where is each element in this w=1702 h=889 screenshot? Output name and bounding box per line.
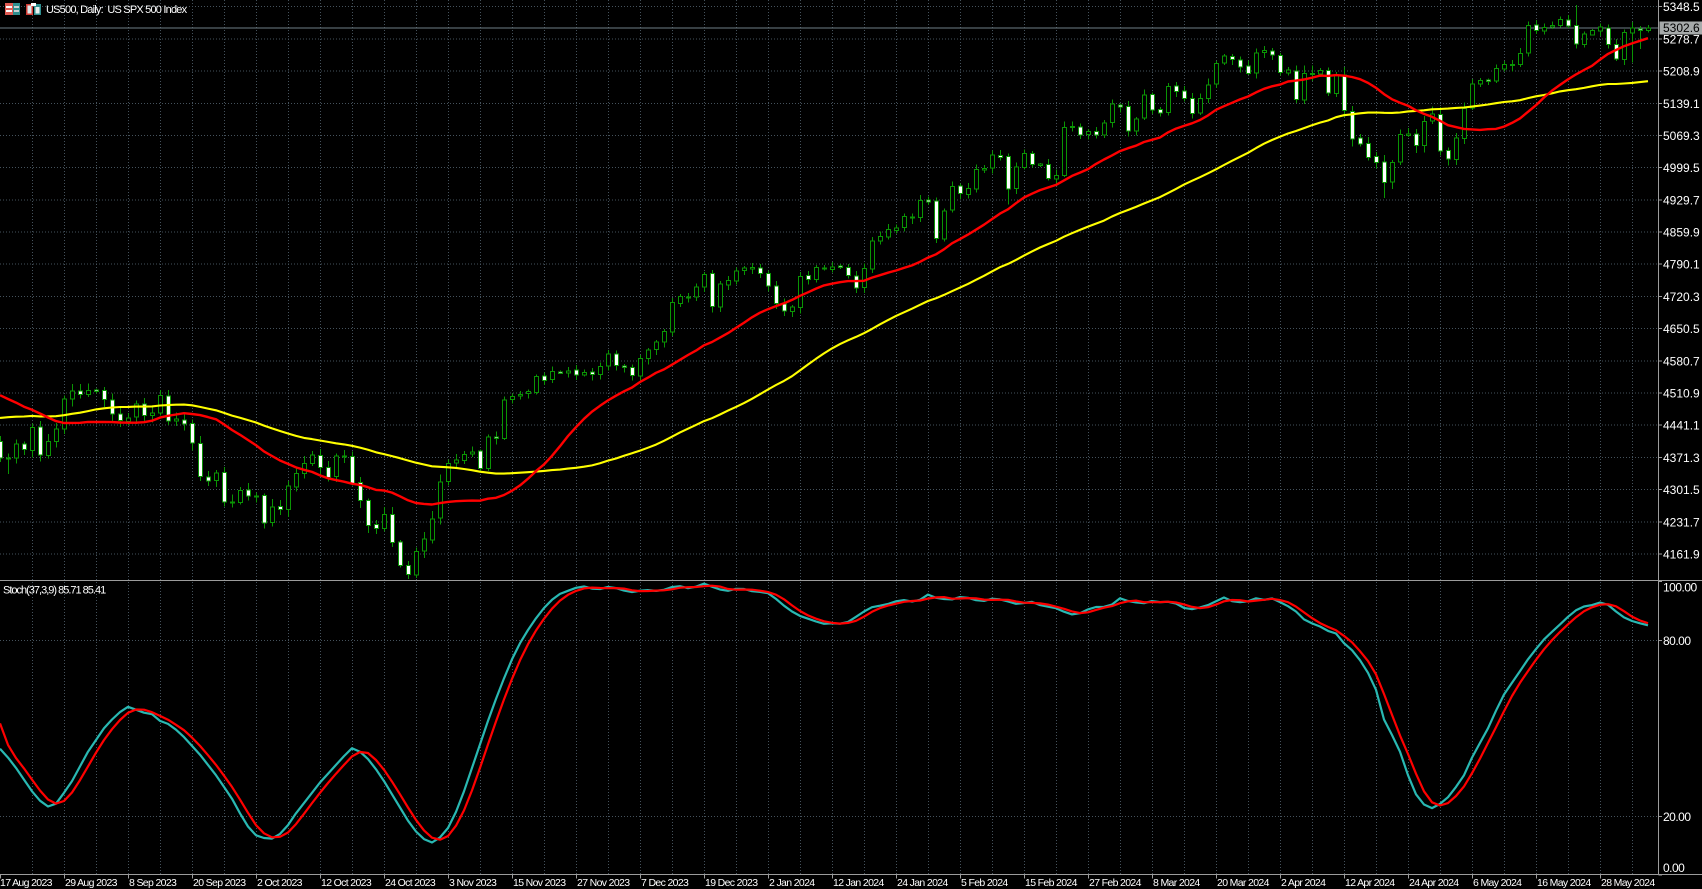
svg-text:5302.6: 5302.6	[1663, 21, 1700, 35]
svg-text:5069.3: 5069.3	[1663, 129, 1700, 143]
svg-text:24 Jan 2024: 24 Jan 2024	[897, 877, 948, 889]
svg-text:4301.5: 4301.5	[1663, 483, 1700, 497]
svg-text:8 Sep 2023: 8 Sep 2023	[129, 877, 177, 889]
svg-text:4371.3: 4371.3	[1663, 451, 1700, 465]
svg-text:12 Apr 2024: 12 Apr 2024	[1345, 877, 1395, 889]
svg-text:27 Feb 2024: 27 Feb 2024	[1089, 877, 1142, 889]
svg-text:100.00: 100.00	[1663, 581, 1698, 595]
svg-text:5208.9: 5208.9	[1663, 65, 1700, 79]
svg-text:4790.1: 4790.1	[1663, 258, 1700, 272]
svg-text:19 Dec 2023: 19 Dec 2023	[705, 877, 758, 889]
svg-text:2 Apr 2024: 2 Apr 2024	[1281, 877, 1326, 889]
svg-text:4929.7: 4929.7	[1663, 193, 1700, 207]
svg-text:4510.9: 4510.9	[1663, 387, 1700, 401]
svg-text:16 May 2024: 16 May 2024	[1537, 877, 1591, 889]
svg-text:27 Nov 2023: 27 Nov 2023	[577, 877, 630, 889]
svg-text:5 Feb 2024: 5 Feb 2024	[961, 877, 1008, 889]
svg-text:4441.1: 4441.1	[1663, 419, 1700, 433]
svg-text:20 Sep 2023: 20 Sep 2023	[193, 877, 246, 889]
svg-text:24 Oct 2023: 24 Oct 2023	[385, 877, 436, 889]
svg-text:24 Apr 2024: 24 Apr 2024	[1409, 877, 1459, 889]
svg-text:US500, Daily: US SPX 500 Inde: US500, Daily: US SPX 500 Index	[46, 4, 188, 16]
svg-text:29 Aug 2023: 29 Aug 2023	[65, 877, 118, 889]
svg-text:12 Jan 2024: 12 Jan 2024	[833, 877, 884, 889]
svg-text:17 Aug 2023: 17 Aug 2023	[0, 877, 53, 889]
svg-text:80.00: 80.00	[1663, 634, 1691, 648]
svg-text:5278.7: 5278.7	[1663, 32, 1700, 46]
svg-text:20.00: 20.00	[1663, 810, 1691, 824]
svg-text:5348.5: 5348.5	[1663, 0, 1700, 14]
svg-text:2 Jan 2024: 2 Jan 2024	[769, 877, 815, 889]
svg-text:4720.3: 4720.3	[1663, 290, 1700, 304]
svg-text:4999.5: 4999.5	[1663, 161, 1700, 175]
svg-text:20 Mar 2024: 20 Mar 2024	[1217, 877, 1270, 889]
svg-text:12 Oct 2023: 12 Oct 2023	[321, 877, 372, 889]
svg-text:4650.5: 4650.5	[1663, 322, 1700, 336]
svg-text:0.00: 0.00	[1663, 861, 1685, 875]
svg-text:7 Dec 2023: 7 Dec 2023	[641, 877, 689, 889]
svg-text:3 Nov 2023: 3 Nov 2023	[449, 877, 497, 889]
svg-text:4859.9: 4859.9	[1663, 226, 1700, 240]
svg-text:2 Oct 2023: 2 Oct 2023	[257, 877, 303, 889]
svg-text:15 Feb 2024: 15 Feb 2024	[1025, 877, 1078, 889]
svg-text:Stoch(37,3,9) 85.71 85.41: Stoch(37,3,9) 85.71 85.41	[3, 585, 106, 597]
svg-text:8 Mar 2024: 8 Mar 2024	[1153, 877, 1200, 889]
svg-text:6 May 2024: 6 May 2024	[1473, 877, 1522, 889]
svg-text:15 Nov 2023: 15 Nov 2023	[513, 877, 566, 889]
svg-text:4161.9: 4161.9	[1663, 548, 1700, 562]
svg-text:4231.7: 4231.7	[1663, 515, 1700, 529]
svg-text:4580.7: 4580.7	[1663, 354, 1700, 368]
svg-text:28 May 2024: 28 May 2024	[1601, 877, 1655, 889]
svg-text:5139.1: 5139.1	[1663, 97, 1700, 111]
